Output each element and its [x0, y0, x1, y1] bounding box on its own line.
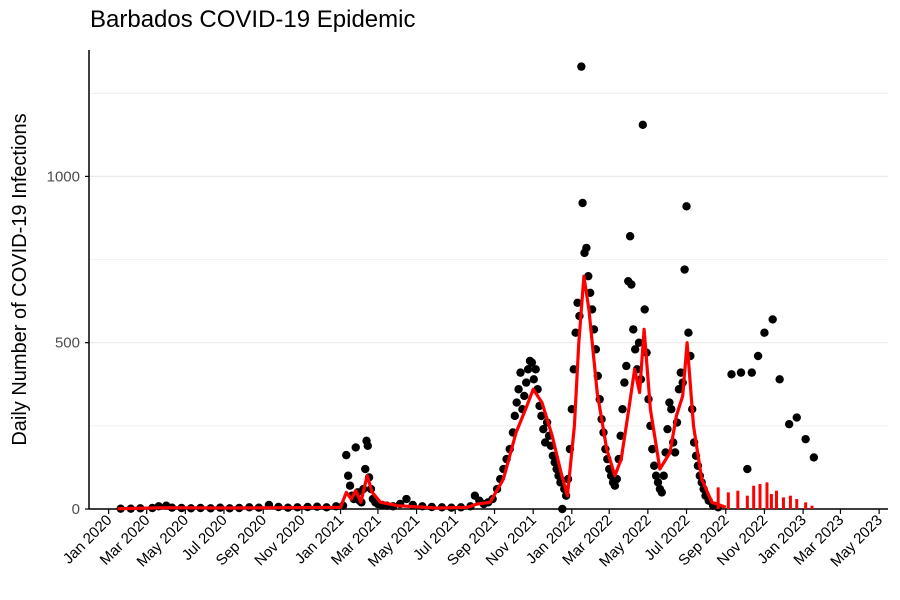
data-point [514, 385, 523, 394]
data-point [584, 271, 593, 281]
data-point [684, 328, 693, 337]
data-point [768, 315, 777, 324]
data-point [651, 471, 661, 480]
data-point [529, 375, 539, 384]
y-tick-label: 1000 [47, 168, 80, 185]
data-point [625, 232, 635, 241]
data-point [809, 453, 819, 462]
data-point [345, 481, 355, 490]
data-point [670, 448, 680, 457]
data-point [663, 424, 672, 434]
data-point [665, 398, 674, 407]
data-point [537, 411, 546, 421]
data-point [682, 202, 691, 211]
data-point [653, 478, 663, 487]
data-point [558, 504, 567, 514]
data-point [616, 431, 625, 441]
data-point [634, 338, 644, 347]
data-point [657, 488, 666, 497]
data-point [402, 494, 411, 504]
data-point [610, 481, 620, 490]
data-point [627, 280, 636, 289]
data-point [351, 443, 360, 452]
data-point [571, 328, 580, 337]
data-point [582, 243, 591, 253]
data-point [361, 464, 370, 474]
data-point [539, 424, 548, 434]
data-point [363, 441, 372, 451]
data-point [667, 405, 676, 414]
data-point [640, 305, 649, 314]
data-point [649, 461, 659, 470]
data-point [674, 385, 684, 394]
data-point [343, 471, 353, 480]
data-point [342, 450, 351, 460]
data-point [510, 411, 519, 421]
data-point [629, 325, 638, 334]
data-point [659, 471, 668, 480]
smooth-line [117, 274, 727, 511]
data-point [784, 419, 794, 429]
chart-title: Barbados COVID-19 Epidemic [90, 6, 416, 33]
data-point [638, 120, 647, 130]
data-point [516, 368, 525, 377]
y-axis-title: Daily Number of COVID-19 Infections [9, 113, 31, 445]
data-point [792, 413, 801, 422]
data-point [622, 361, 631, 371]
data-point [680, 265, 689, 274]
data-point [760, 328, 769, 337]
data-point [531, 365, 540, 374]
data-point [520, 391, 529, 401]
data-point [743, 464, 752, 474]
data-point [747, 368, 756, 377]
data-point [523, 365, 533, 374]
data-point [736, 368, 746, 377]
data-point [578, 198, 587, 208]
data-point [522, 378, 531, 387]
data-point [573, 298, 582, 307]
data-point [527, 358, 537, 367]
y-tick-label: 0 [72, 501, 80, 518]
data-point [512, 398, 521, 407]
data-point [618, 405, 627, 414]
data-point [727, 370, 736, 379]
data-point [620, 378, 629, 387]
data-point [577, 62, 586, 71]
data-point [801, 434, 810, 444]
data-point [630, 345, 640, 354]
data-point [775, 375, 784, 384]
data-point [648, 444, 657, 454]
y-tick-label: 500 [55, 335, 80, 352]
data-point [753, 351, 763, 361]
